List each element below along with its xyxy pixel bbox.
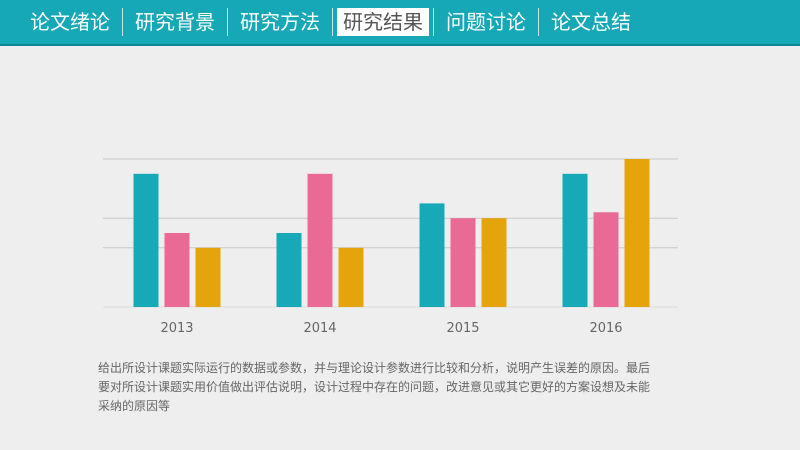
nav-item-research-background[interactable]: 研究背景 [135,10,215,34]
description-text: 给出所设计课题实际运行的数据或参数，并与理论设计参数进行比较和分析，说明产生误差… [98,361,651,413]
x-tick-label: 2014 [303,321,336,336]
nav-separator [122,8,123,36]
nav-separator [538,8,539,36]
bar-2014-series-3 [338,247,364,307]
nav-item-thesis-summary[interactable]: 论文总结 [551,10,631,34]
nav-item-research-results[interactable]: 研究结果 [337,8,429,36]
bar-2013-series-3 [195,247,221,307]
x-tick-label: 2013 [160,321,193,336]
bar-2016-series-2 [593,212,619,307]
bar-2015-series-3 [481,218,507,307]
bar-2014-series-2 [307,173,333,307]
nav-item-research-method[interactable]: 研究方法 [240,10,320,34]
bar-2016-series-1 [562,173,588,307]
x-tick-label: 2015 [446,321,479,336]
header-underline [0,44,800,46]
top-navigation: 论文绪论 研究背景 研究方法 研究结果 问题讨论 论文总结 [0,0,800,44]
nav-separator [332,8,333,36]
bar-2016-series-3 [624,159,650,307]
chart-x-axis-labels: 2013 2014 2015 2016 [160,321,622,336]
chart-bars [133,159,650,307]
bar-2013-series-2 [164,233,190,307]
bar-2015-series-1 [419,203,445,307]
nav-separator [433,8,434,36]
bar-2014-series-1 [276,233,302,307]
bar-2015-series-2 [450,218,476,307]
nav-item-problem-discussion[interactable]: 问题讨论 [446,10,526,34]
nav-separator [227,8,228,36]
x-tick-label: 2016 [589,321,622,336]
bar-2013-series-1 [133,173,159,307]
nav-item-thesis-intro[interactable]: 论文绪论 [30,10,110,34]
